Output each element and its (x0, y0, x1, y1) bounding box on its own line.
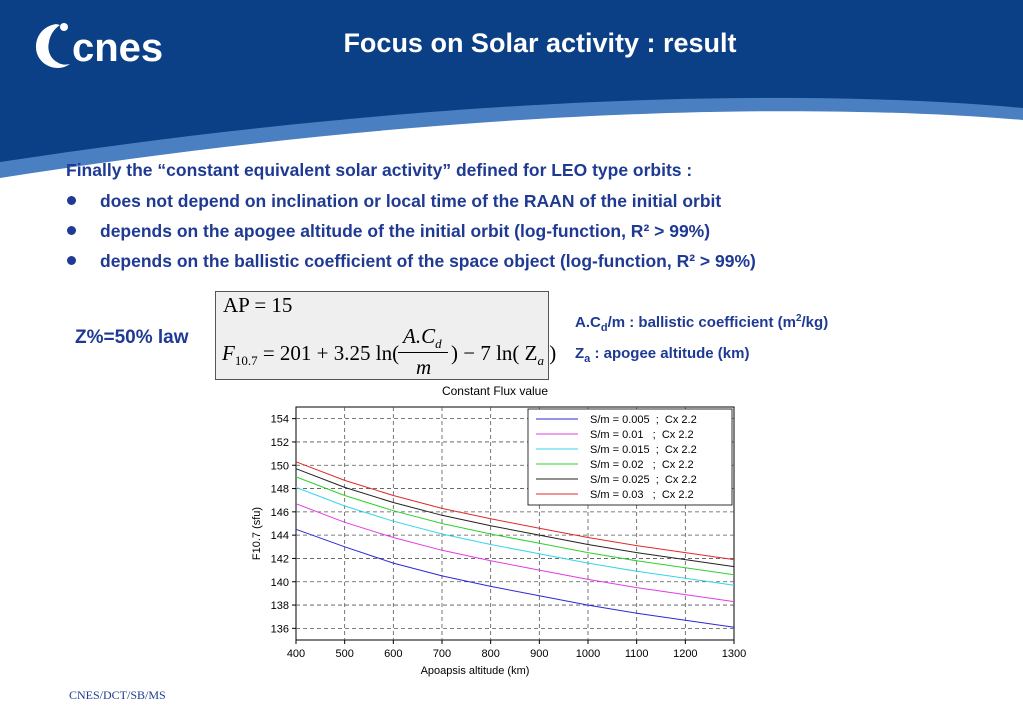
y-tick-label: 150 (271, 460, 289, 472)
chart-title: Constant Flux value (442, 384, 548, 398)
series-line (295, 503, 735, 603)
y-tick-label: 142 (271, 553, 289, 565)
series-line (295, 468, 735, 568)
header-banner (0, 0, 1023, 178)
intro-text: Finally the “constant equivalent solar a… (66, 160, 693, 180)
x-tick-label: 500 (335, 648, 353, 660)
bullet-dot-icon (67, 226, 76, 235)
bullet-item: depends on the apogee altitude of the in… (66, 221, 756, 242)
logo-dot-icon (60, 23, 68, 31)
bullet-dot-icon (67, 256, 76, 265)
bullet-item: depends on the ballistic coefficient of … (66, 251, 756, 272)
x-tick-label: 700 (433, 648, 451, 660)
y-tick-label: 136 (271, 623, 289, 635)
bullet-text: depends on the ballistic coefficient of … (100, 251, 756, 271)
x-tick-label: 1000 (576, 648, 600, 660)
series-line (295, 528, 735, 628)
x-tick-label: 600 (384, 648, 402, 660)
formula-f107: F10.7 = 201 + 3.25 ln( (222, 341, 400, 369)
y-tick-label: 138 (271, 600, 289, 612)
y-tick-label: 148 (271, 484, 289, 496)
logo-wordmark: cnes (72, 26, 163, 70)
logo-crescent-icon (36, 24, 70, 68)
bullet-dot-icon (67, 196, 76, 205)
formula-ap: AP = 15 (223, 293, 293, 317)
series-line (295, 486, 735, 586)
formula-numerator: A.Cd (403, 324, 442, 352)
legend-entry: S/m = 0.02 ; Cx 2.2 (590, 459, 694, 471)
x-tick-label: 1200 (673, 648, 697, 660)
y-tick-label: 146 (271, 507, 289, 519)
ballistic-note: A.Cd/m : ballistic coefficient (m2/kg) (575, 313, 829, 334)
bullet-list: Finally the “constant equivalent solar a… (66, 160, 756, 281)
y-tick-label: 140 (271, 577, 289, 589)
flux-chart: Constant Flux value 400 500 600 700 800 900 100… (251, 384, 746, 677)
bullet-text: depends on the apogee altitude of the in… (100, 221, 711, 241)
x-tick-label: 400 (287, 648, 305, 660)
header-band (0, 0, 1023, 162)
x-tick-label: 900 (530, 648, 548, 660)
series-line (295, 476, 735, 576)
x-tick-label: 1300 (722, 648, 746, 660)
footer-text: CNES/DCT/SB/MS (69, 688, 166, 702)
x-axis-label: Apoapsis altitude (km) (421, 665, 530, 677)
bullet-item: does not depend on inclination or local … (66, 191, 756, 212)
legend-entry: S/m = 0.03 ; Cx 2.2 (590, 489, 694, 501)
formula-denominator: m (416, 355, 432, 379)
series-line (295, 461, 735, 561)
legend-entry: S/m = 0.015 ; Cx 2.2 (590, 444, 697, 456)
y-tick-label: 152 (271, 437, 289, 449)
legend-entry: S/m = 0.01 ; Cx 2.2 (590, 429, 694, 441)
bullet-text: does not depend on inclination or local … (100, 191, 722, 211)
x-tick-label: 800 (481, 648, 499, 660)
cnes-logo: cnes (30, 18, 190, 74)
z-law-label: Z%=50% law (75, 327, 189, 348)
formula-fraction-bar (398, 352, 448, 353)
formula-box: AP = 15 F10.7 = 201 + 3.25 ln( A.Cd m ) … (215, 291, 556, 380)
legend-box (527, 408, 733, 506)
y-tick-label: 154 (271, 414, 289, 426)
formula-tail: ) − 7 ln( Za ) (451, 341, 557, 369)
y-tick-label: 144 (271, 530, 289, 542)
apogee-note: Za : apogee altitude (km) (575, 345, 750, 365)
y-axis-label: F10.7 (sfu) (251, 507, 263, 560)
legend-entry: S/m = 0.025 ; Cx 2.2 (590, 474, 697, 486)
x-tick-label: 1100 (625, 648, 649, 660)
slide-title: Focus on Solar activity : result (343, 28, 737, 58)
legend-entry: S/m = 0.005 ; Cx 2.2 (590, 414, 697, 426)
